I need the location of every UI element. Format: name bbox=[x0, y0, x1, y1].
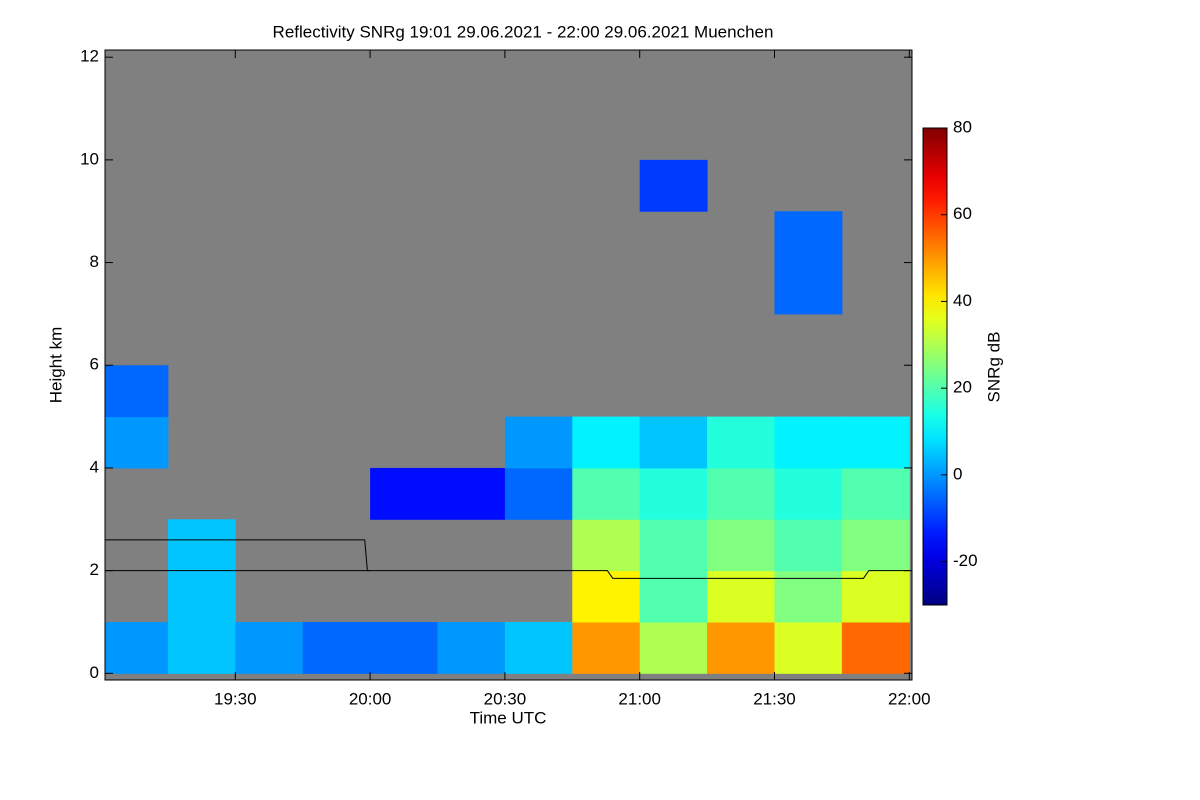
x-tick-label: 21:00 bbox=[618, 689, 661, 708]
heatmap-cell bbox=[774, 262, 843, 315]
y-tick-label: 4 bbox=[90, 457, 99, 476]
heatmap-cell bbox=[639, 519, 708, 572]
colorbar-tick-label: 80 bbox=[953, 117, 972, 136]
heatmap-cell bbox=[707, 416, 776, 469]
heatmap-cell bbox=[639, 159, 708, 212]
heatmap-cell bbox=[572, 416, 641, 469]
heatmap-cell bbox=[302, 621, 371, 674]
colorbar bbox=[922, 127, 948, 606]
heatmap-cell bbox=[639, 467, 708, 520]
heatmap bbox=[105, 159, 910, 674]
heatmap-cell bbox=[774, 621, 843, 674]
heatmap-cell bbox=[841, 570, 910, 623]
colorbar-tick-label: 60 bbox=[953, 204, 972, 223]
colorbar-tick-label: 0 bbox=[953, 464, 962, 483]
heatmap-cell bbox=[167, 570, 236, 623]
colorbar-tick-label: -20 bbox=[953, 551, 978, 570]
x-axis-label: Time UTC bbox=[470, 708, 547, 727]
heatmap-cell bbox=[504, 416, 573, 469]
heatmap-cell bbox=[572, 570, 641, 623]
line-series bbox=[105, 570, 910, 579]
y-tick-label: 2 bbox=[90, 560, 99, 579]
heatmap-cell bbox=[707, 570, 776, 623]
heatmap-cell bbox=[572, 519, 641, 572]
heatmap-cell bbox=[707, 467, 776, 520]
heatmap-cell bbox=[841, 621, 910, 674]
heatmap-cell bbox=[774, 211, 843, 264]
x-tick-label: 22:00 bbox=[888, 689, 931, 708]
heatmap-cell bbox=[707, 519, 776, 572]
heatmap-cell bbox=[504, 467, 573, 520]
heatmap-cell bbox=[841, 519, 910, 572]
colorbar-tick-label: 20 bbox=[953, 378, 972, 397]
heatmap-cell bbox=[572, 621, 641, 674]
heatmap-cell bbox=[774, 570, 843, 623]
heatmap-cell bbox=[504, 621, 573, 674]
y-tick-label: 10 bbox=[80, 149, 99, 168]
heatmap-cell bbox=[841, 416, 910, 469]
heatmap-cell bbox=[572, 467, 641, 520]
heatmap-cell bbox=[105, 621, 169, 674]
heatmap-cell bbox=[167, 621, 236, 674]
x-tick-label: 21:30 bbox=[753, 689, 796, 708]
heatmap-cell bbox=[437, 621, 506, 674]
heatmap-cell bbox=[639, 416, 708, 469]
heatmap-cell bbox=[105, 365, 169, 418]
heatmap-cell bbox=[639, 570, 708, 623]
x-tick-label: 20:00 bbox=[349, 689, 392, 708]
heatmap-cell bbox=[774, 416, 843, 469]
y-tick-label: 12 bbox=[80, 47, 99, 66]
chart-title: Reflectivity SNRg 19:01 29.06.2021 - 22:… bbox=[273, 22, 774, 41]
heatmap-cell bbox=[167, 519, 236, 572]
y-tick-label: 8 bbox=[90, 252, 99, 271]
heatmap-cell bbox=[841, 467, 910, 520]
x-tick-label: 20:30 bbox=[484, 689, 527, 708]
y-tick-label: 0 bbox=[90, 663, 99, 682]
y-axis-label: Height km bbox=[46, 327, 65, 404]
heatmap-cell bbox=[639, 621, 708, 674]
heatmap-cell bbox=[370, 621, 439, 674]
heatmap-cell bbox=[707, 621, 776, 674]
heatmap-cell bbox=[774, 519, 843, 572]
colorbar-tick-label: 40 bbox=[953, 291, 972, 310]
heatmap-cell bbox=[774, 467, 843, 520]
heatmap-cell bbox=[235, 621, 304, 674]
x-tick-label: 19:30 bbox=[214, 689, 257, 708]
y-tick-label: 6 bbox=[90, 355, 99, 374]
heatmap-cell bbox=[437, 467, 506, 520]
heatmap-cell bbox=[105, 416, 169, 469]
colorbar-label: SNRg dB bbox=[984, 332, 1003, 403]
heatmap-cell bbox=[370, 467, 439, 520]
